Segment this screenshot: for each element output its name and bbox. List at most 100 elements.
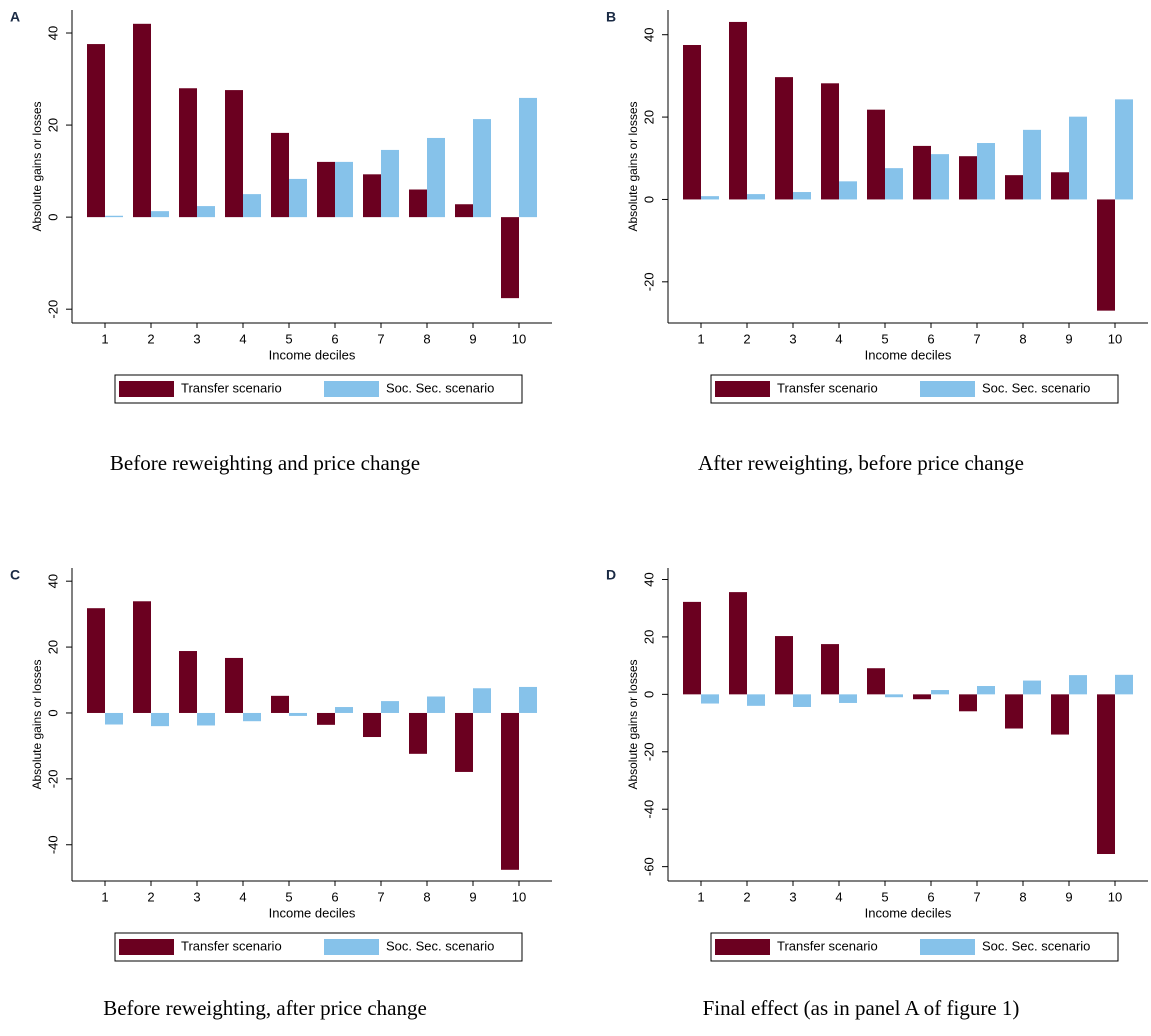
bar — [473, 688, 491, 713]
bar — [683, 601, 701, 695]
x-tick-label: 6 — [331, 331, 338, 346]
bar — [1023, 129, 1041, 200]
bar — [363, 174, 381, 218]
bar — [225, 657, 243, 713]
y-tick-label: 0 — [641, 196, 656, 203]
bar — [87, 44, 105, 218]
x-tick-label: 8 — [423, 331, 430, 346]
y-tick-label: 0 — [641, 691, 656, 698]
bar — [289, 712, 307, 716]
bar — [381, 701, 399, 713]
bar — [931, 154, 949, 200]
x-axis-label: Income deciles — [865, 347, 952, 362]
legend-swatch — [715, 939, 770, 955]
legend-swatch — [920, 381, 975, 397]
bar — [455, 204, 473, 218]
bar — [105, 712, 123, 725]
legend-label: Transfer scenario — [181, 380, 282, 395]
bar — [867, 668, 885, 695]
legend-swatch — [119, 939, 174, 955]
bar — [1005, 694, 1023, 729]
bar — [1051, 172, 1069, 200]
x-tick-label: 3 — [789, 889, 796, 904]
y-tick-label: -20 — [641, 272, 656, 291]
x-tick-label: 10 — [512, 889, 526, 904]
bar — [105, 215, 123, 218]
bar — [1051, 694, 1069, 735]
bar — [1097, 694, 1115, 855]
y-tick-label: 40 — [45, 574, 60, 588]
x-tick-label: 7 — [377, 889, 384, 904]
bar — [793, 192, 811, 200]
x-tick-label: 6 — [927, 331, 934, 346]
y-tick-label: -20 — [641, 742, 656, 761]
bar — [683, 45, 701, 200]
panel-letter: B — [606, 9, 616, 25]
x-tick-label: 4 — [835, 889, 842, 904]
x-tick-label: 6 — [927, 889, 934, 904]
x-tick-label: 5 — [881, 889, 888, 904]
x-tick-label: 2 — [147, 889, 154, 904]
bar — [913, 145, 931, 200]
legend-swatch — [324, 939, 379, 955]
bar — [133, 23, 151, 218]
legend-box — [114, 374, 523, 404]
bar — [747, 194, 765, 200]
x-tick-label: 2 — [147, 331, 154, 346]
caption: After reweighting, before price change — [698, 451, 1024, 475]
legend-swatch — [119, 381, 174, 397]
bar — [225, 90, 243, 218]
bar — [197, 712, 215, 726]
x-axis-label: Income deciles — [269, 905, 356, 920]
x-tick-label: 3 — [789, 331, 796, 346]
y-tick-label: 20 — [641, 110, 656, 124]
bar — [179, 88, 197, 218]
bar — [1115, 99, 1133, 200]
x-tick-label: 10 — [1108, 889, 1122, 904]
caption: Before reweighting, after price change — [103, 996, 427, 1020]
bar — [1069, 116, 1087, 200]
y-axis-label: Absolute gains or losses — [626, 659, 640, 789]
bar — [427, 696, 445, 713]
x-tick-label: 9 — [469, 331, 476, 346]
y-tick-label: 40 — [641, 27, 656, 41]
legend-box — [710, 374, 1119, 404]
bar — [335, 161, 353, 218]
x-tick-label: 1 — [101, 331, 108, 346]
legend-label: Soc. Sec. scenario — [386, 938, 494, 953]
bar — [747, 694, 765, 706]
bar — [1023, 680, 1041, 695]
bar — [197, 206, 215, 218]
legend-label: Soc. Sec. scenario — [982, 938, 1090, 953]
bar — [1097, 199, 1115, 311]
bar — [317, 161, 335, 218]
bar — [151, 712, 169, 727]
x-tick-label: 1 — [697, 331, 704, 346]
y-axis-label: Absolute gains or losses — [626, 101, 640, 231]
x-tick-label: 4 — [239, 331, 246, 346]
y-axis-label: Absolute gains or losses — [30, 101, 44, 231]
y-tick-label: -40 — [641, 800, 656, 819]
legend-label: Transfer scenario — [777, 938, 878, 953]
legend-swatch — [715, 381, 770, 397]
x-tick-label: 3 — [193, 331, 200, 346]
x-tick-label: 5 — [285, 889, 292, 904]
y-tick-label: 20 — [45, 118, 60, 132]
bar — [87, 608, 105, 713]
y-tick-label: 20 — [641, 630, 656, 644]
x-tick-label: 10 — [512, 331, 526, 346]
y-tick-label: -40 — [45, 835, 60, 854]
caption: Final effect (as in panel A of figure 1) — [703, 996, 1020, 1020]
panel-letter: C — [10, 567, 20, 583]
x-tick-label: 2 — [743, 889, 750, 904]
bar — [729, 21, 747, 200]
bar — [701, 694, 719, 704]
bar — [959, 694, 977, 712]
x-tick-label: 7 — [973, 331, 980, 346]
bar — [289, 178, 307, 218]
x-tick-label: 7 — [377, 331, 384, 346]
bar — [519, 97, 537, 218]
y-axis-label: Absolute gains or losses — [30, 659, 44, 789]
bar — [821, 83, 839, 200]
x-axis-label: Income deciles — [269, 347, 356, 362]
